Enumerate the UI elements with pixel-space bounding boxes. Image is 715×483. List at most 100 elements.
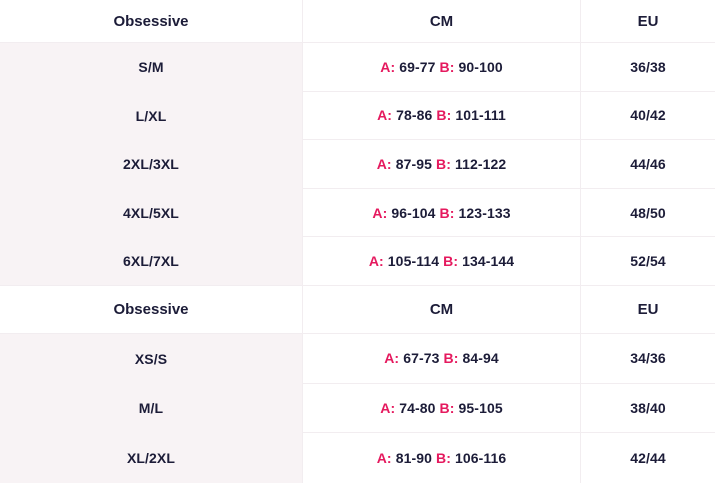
- cm-a-value: 87-95: [395, 155, 432, 172]
- cm-b-label: B:: [439, 204, 455, 221]
- cm-cell: A: 105-114 B: 134-144: [302, 237, 580, 286]
- table-row: L/XL A: 78-86 B: 101-111 40/42: [0, 91, 715, 141]
- eu-value: 40/42: [630, 107, 666, 124]
- cm-b-label: B:: [436, 107, 452, 124]
- cm-a-value: 105-114: [387, 253, 440, 270]
- cm-b-value: 84-94: [462, 350, 499, 367]
- eu-cell: 48/50: [580, 188, 715, 238]
- cm-cell: A: 67-73 B: 84-94: [302, 333, 580, 384]
- eu-value: 36/38: [630, 58, 666, 75]
- size-table-1: Obsessive CM EU S/M A: 69-77 B: 90-100 3…: [0, 0, 715, 286]
- cm-measurements: A: 105-114 B: 134-144: [369, 253, 514, 269]
- cm-measurements: A: 69-77 B: 90-100: [380, 59, 502, 75]
- size-cell: 6XL/7XL: [0, 237, 302, 286]
- size-label: 2XL/3XL: [123, 156, 179, 173]
- eu-cell: 44/46: [580, 140, 715, 189]
- header-cm-cell: CM: [302, 285, 580, 334]
- cm-a-label: A:: [368, 253, 384, 270]
- size-label: S/M: [138, 59, 164, 76]
- cm-b-label: B:: [439, 399, 455, 416]
- header-cm-cell: CM: [302, 0, 580, 43]
- cm-b-label: B:: [443, 350, 459, 367]
- cm-measurements: A: 67-73 B: 84-94: [384, 350, 499, 366]
- cm-b-label: B:: [443, 253, 459, 270]
- table-row: 2XL/3XL A: 87-95 B: 112-122 44/46: [0, 140, 715, 189]
- table-row: 6XL/7XL A: 105-114 B: 134-144 52/54: [0, 237, 715, 286]
- table-row: M/L A: 74-80 B: 95-105 38/40: [0, 383, 715, 434]
- cm-measurements: A: 96-104 B: 123-133: [372, 205, 510, 221]
- cm-a-label: A:: [384, 350, 400, 367]
- cm-b-label: B:: [439, 58, 455, 75]
- header-eu-label: EU: [637, 12, 659, 30]
- eu-cell: 42/44: [580, 433, 715, 483]
- size-cell: 4XL/5XL: [0, 188, 302, 238]
- cm-b-label: B:: [436, 155, 451, 172]
- size-label: XL/2XL: [126, 450, 176, 467]
- size-label: M/L: [138, 400, 164, 417]
- cm-a-value: 69-77: [399, 58, 436, 75]
- eu-cell: 40/42: [580, 91, 715, 141]
- cm-measurements: A: 78-86 B: 101-111: [377, 107, 506, 123]
- table-header-row: Obsessive CM EU: [0, 0, 715, 43]
- size-label: XS/S: [134, 350, 168, 367]
- table-row: XL/2XL A: 81-90 B: 106-116 42/44: [0, 433, 715, 483]
- size-label: 6XL/7XL: [123, 253, 179, 270]
- table-row: XS/S A: 67-73 B: 84-94 34/36: [0, 333, 715, 384]
- cm-b-value: 95-105: [458, 399, 503, 416]
- header-eu-cell: EU: [580, 285, 715, 334]
- eu-value: 34/36: [630, 350, 666, 367]
- eu-value: 44/46: [630, 155, 666, 172]
- cm-a-value: 96-104: [391, 204, 436, 221]
- table-header-row: Obsessive CM EU: [0, 285, 715, 334]
- eu-value: 42/44: [630, 450, 666, 467]
- cm-cell: A: 74-80 B: 95-105: [302, 383, 580, 434]
- eu-value: 48/50: [630, 204, 666, 221]
- header-cm-label: CM: [429, 300, 454, 318]
- eu-cell: 38/40: [580, 383, 715, 434]
- cm-a-value: 81-90: [395, 450, 432, 467]
- cm-cell: A: 78-86 B: 101-111: [302, 91, 580, 141]
- cm-b-value: 106-116: [454, 450, 507, 467]
- eu-value: 52/54: [630, 253, 666, 270]
- cm-a-label: A:: [376, 450, 392, 467]
- cm-b-value: 101-111: [455, 107, 506, 124]
- cm-b-value: 134-144: [462, 253, 515, 270]
- header-brand-cell: Obsessive: [0, 286, 302, 334]
- size-cell: S/M: [0, 43, 302, 92]
- size-cell: XS/S: [0, 333, 302, 384]
- eu-value: 38/40: [630, 399, 666, 416]
- size-table-2: Obsessive CM EU XS/S A: 67-73 B: 84-94 3…: [0, 285, 715, 483]
- size-cell: M/L: [0, 383, 302, 434]
- cm-a-value: 67-73: [403, 350, 440, 367]
- cm-a-label: A:: [380, 399, 396, 416]
- cm-cell: A: 96-104 B: 123-133: [302, 188, 580, 238]
- size-label: 4XL/5XL: [123, 205, 179, 222]
- eu-cell: 34/36: [580, 333, 715, 384]
- cm-a-value: 78-86: [396, 107, 433, 124]
- header-eu-cell: EU: [580, 0, 715, 43]
- header-brand-label: Obsessive: [113, 300, 189, 318]
- cm-a-label: A:: [376, 155, 392, 172]
- cm-cell: A: 81-90 B: 106-116: [302, 433, 580, 483]
- header-brand-cell: Obsessive: [0, 0, 302, 43]
- cm-a-value: 74-80: [399, 399, 436, 416]
- size-cell: 2XL/3XL: [0, 140, 302, 189]
- header-cm-label: CM: [429, 12, 454, 30]
- cm-b-value: 123-133: [458, 204, 511, 221]
- cm-measurements: A: 74-80 B: 95-105: [380, 400, 502, 416]
- cm-measurements: A: 87-95 B: 112-122: [377, 156, 507, 172]
- cm-measurements: A: 81-90 B: 106-116: [377, 450, 507, 466]
- cm-cell: A: 87-95 B: 112-122: [302, 140, 580, 189]
- size-cell: XL/2XL: [0, 433, 302, 483]
- cm-cell: A: 69-77 B: 90-100: [302, 43, 580, 92]
- header-eu-label: EU: [637, 300, 659, 318]
- cm-a-label: A:: [380, 58, 396, 75]
- cm-b-label: B:: [436, 450, 451, 467]
- cm-a-label: A:: [372, 204, 388, 221]
- size-cell: L/XL: [0, 91, 302, 141]
- eu-cell: 36/38: [580, 43, 715, 92]
- table-row: 4XL/5XL A: 96-104 B: 123-133 48/50: [0, 188, 715, 238]
- eu-cell: 52/54: [580, 237, 715, 286]
- table-row: S/M A: 69-77 B: 90-100 36/38: [0, 43, 715, 92]
- header-brand-label: Obsessive: [113, 12, 189, 30]
